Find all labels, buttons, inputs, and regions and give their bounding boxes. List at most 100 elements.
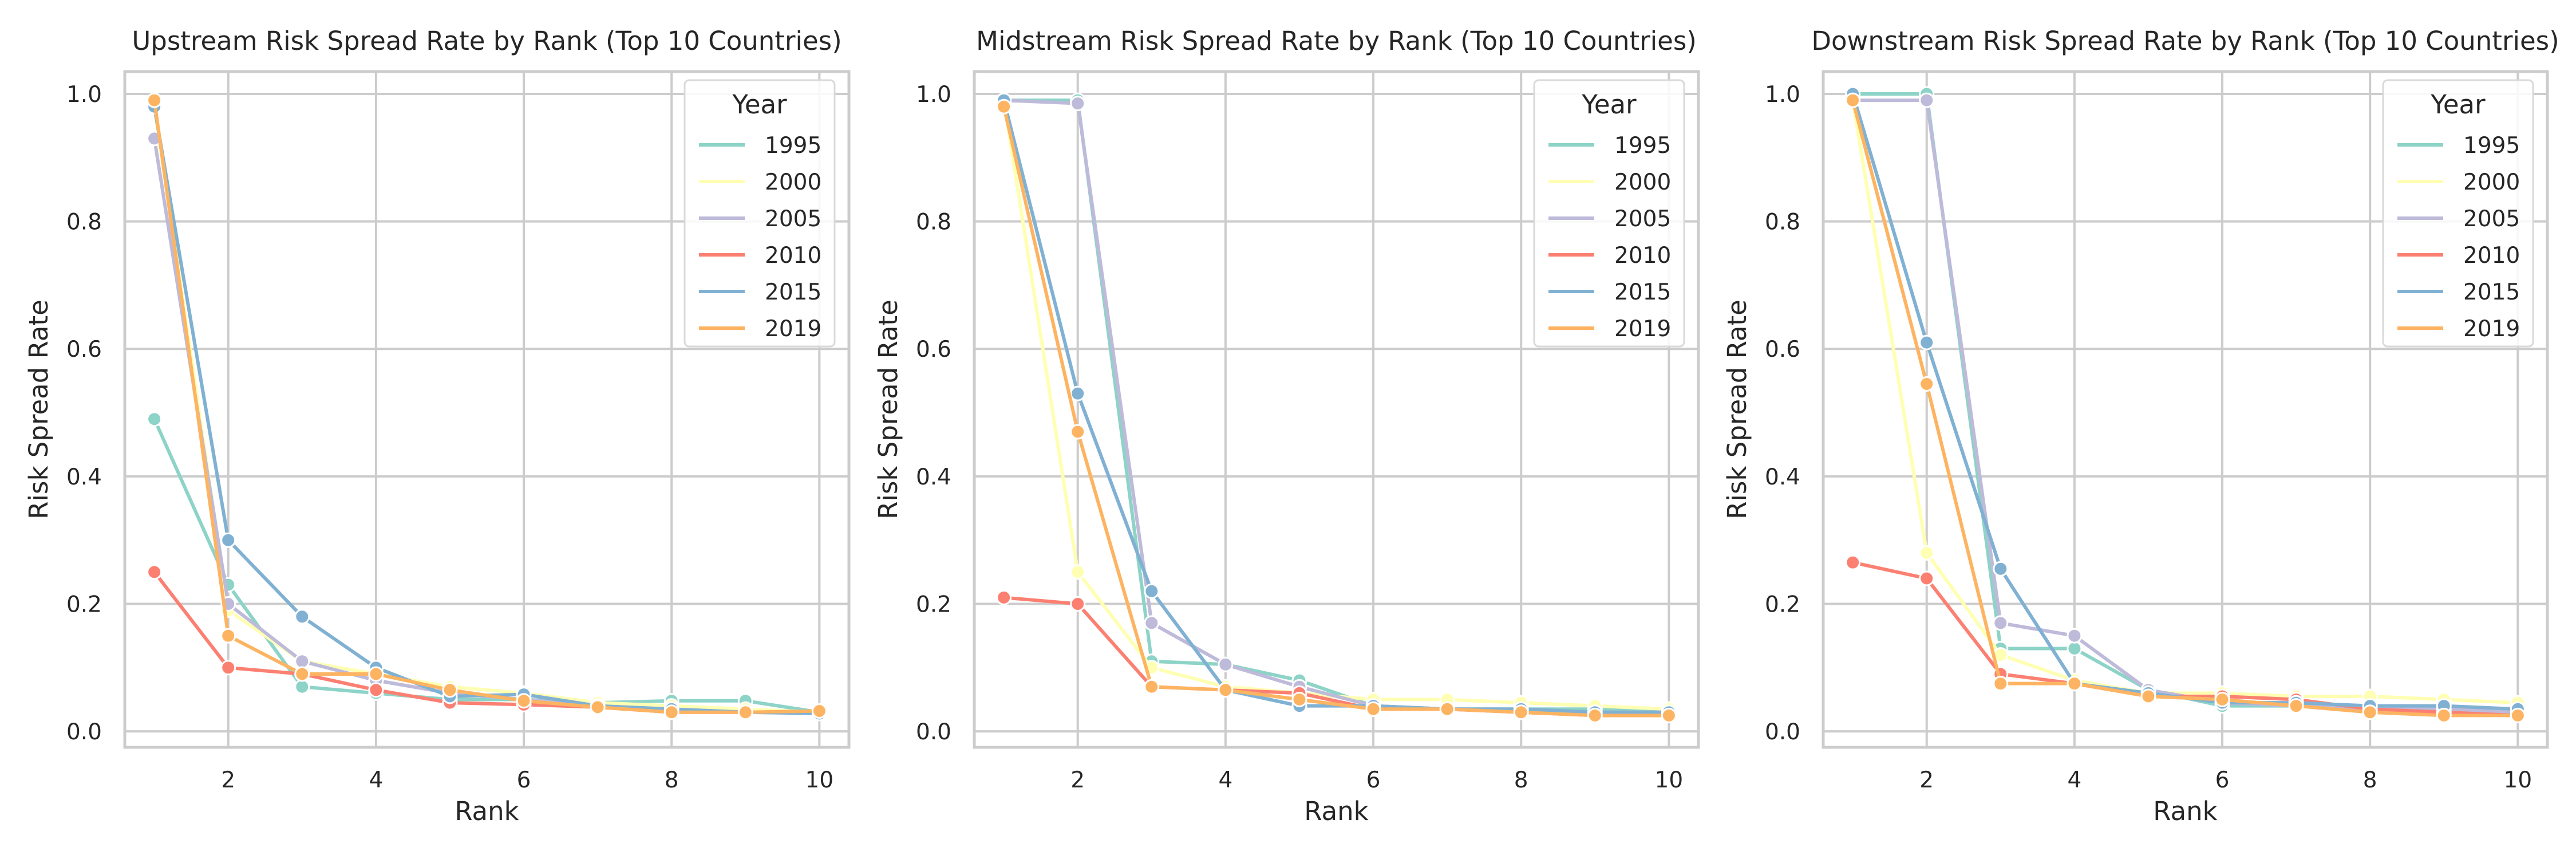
series-1995 — [147, 411, 827, 720]
data-point — [1070, 96, 1086, 112]
y-tick-label: 0.0 — [66, 719, 102, 745]
data-point — [1919, 334, 1935, 350]
data-point — [294, 653, 310, 669]
legend-title: Year — [2430, 89, 2486, 120]
data-point — [1070, 564, 1086, 580]
data-point — [1661, 707, 1677, 723]
data-point — [294, 666, 310, 682]
data-point — [1993, 561, 2009, 577]
legend-box — [1533, 79, 1685, 348]
y-tick-label: 0.8 — [66, 210, 102, 235]
data-point — [1919, 545, 1935, 561]
data-point — [1070, 596, 1086, 612]
x-tick-label: 10 — [805, 767, 834, 793]
y-tick-label: 0.0 — [916, 719, 951, 745]
data-point — [516, 693, 532, 709]
data-point — [1439, 701, 1455, 717]
data-point — [294, 679, 310, 695]
data-point — [1919, 376, 1935, 392]
data-point — [220, 628, 236, 644]
data-point — [294, 609, 310, 625]
y-tick-label: 0.8 — [1765, 210, 1800, 235]
legend: Year 1995 2000 2005 2010 2015 2019 — [1533, 79, 1685, 348]
legend-label: 2019 — [765, 316, 821, 342]
data-point — [1513, 704, 1529, 720]
data-point — [2214, 692, 2230, 708]
data-point — [1144, 583, 1160, 599]
data-point — [1218, 656, 1234, 672]
data-point — [220, 532, 236, 548]
x-tick-label: 2 — [1070, 767, 1085, 793]
tick-labels: 2 4 6 8 10 0.0 0.2 0.4 0.6 0.8 1.0 — [66, 82, 833, 793]
series-2019 — [996, 98, 1677, 723]
legend-label: 2005 — [2463, 206, 2520, 232]
data-point — [368, 682, 384, 698]
data-point — [1218, 682, 1234, 698]
x-tick-label: 6 — [2215, 767, 2230, 793]
data-point — [2067, 676, 2083, 692]
data-point — [996, 98, 1012, 115]
series-lines — [996, 92, 1677, 723]
series-lines — [1845, 86, 2526, 723]
data-point — [2510, 707, 2526, 723]
y-tick-label: 0.4 — [66, 464, 102, 490]
legend-label: 2015 — [2463, 279, 2520, 305]
x-tick-label: 6 — [1366, 767, 1381, 793]
chart-title: Downstream Risk Spread Rate by Rank (Top… — [1811, 26, 2559, 56]
series-line — [1002, 106, 1669, 718]
data-point — [2140, 688, 2156, 704]
legend: Year 1995 2000 2005 2010 2015 2019 — [683, 79, 836, 348]
y-tick-label: 0.2 — [66, 592, 102, 618]
plot-frame — [123, 70, 851, 749]
data-point — [1993, 676, 2009, 692]
legend-label: 1995 — [765, 133, 821, 159]
legend-label: 2005 — [765, 206, 821, 232]
data-point — [1070, 385, 1086, 401]
y-tick-label: 0.8 — [916, 210, 951, 235]
x-tick-label: 8 — [1514, 767, 1528, 793]
data-point — [147, 411, 163, 427]
data-point — [1587, 707, 1603, 723]
data-point — [220, 660, 236, 676]
x-tick-label: 4 — [369, 767, 383, 793]
midstream-chart-panel: Midstream Risk Spread Rate by Rank (Top … — [873, 26, 1700, 826]
series-line — [152, 106, 820, 714]
x-tick-label: 2 — [221, 767, 235, 793]
legend: Year 1995 2000 2005 2010 2015 2019 — [2382, 79, 2534, 348]
x-tick-label: 6 — [517, 767, 531, 793]
data-point — [2288, 698, 2304, 714]
data-point — [1993, 615, 2009, 631]
y-axis-label: Risk Spread Rate — [873, 300, 903, 519]
data-point — [2362, 704, 2378, 720]
legend-label: 2010 — [1614, 243, 1671, 269]
legend-label: 2015 — [1614, 279, 1671, 305]
y-tick-label: 0.4 — [1765, 464, 1800, 490]
data-point — [1365, 701, 1381, 717]
y-tick-label: 0.6 — [66, 337, 102, 362]
data-point — [1070, 424, 1086, 440]
tick-labels: 2 4 6 8 10 0.0 0.2 0.4 0.6 0.8 1.0 — [916, 82, 1683, 793]
legend-label: 2000 — [765, 170, 821, 195]
y-tick-label: 0.2 — [916, 592, 951, 618]
downstream-chart-panel: Downstream Risk Spread Rate by Rank (Top… — [1722, 26, 2559, 826]
x-tick-label: 10 — [1655, 767, 1684, 793]
y-tick-label: 1.0 — [916, 82, 951, 108]
legend-label: 2005 — [1614, 206, 1671, 232]
y-tick-label: 0.2 — [1765, 592, 1800, 618]
legend-label: 2010 — [765, 243, 821, 269]
series-line — [152, 100, 820, 714]
plot-frame — [973, 70, 1700, 749]
data-point — [590, 699, 606, 715]
tick-labels: 2 4 6 8 10 0.0 0.2 0.4 0.6 0.8 1.0 — [1765, 82, 2532, 793]
upstream-chart-panel: Upstream Risk Spread Rate by Rank (Top 1… — [23, 26, 851, 826]
legend-label: 1995 — [2463, 133, 2520, 159]
data-point — [1144, 615, 1160, 631]
series-2019 — [147, 92, 827, 720]
x-tick-label: 8 — [665, 767, 679, 793]
legend-box — [2382, 79, 2534, 348]
data-point — [1291, 692, 1307, 708]
data-point — [1919, 92, 1935, 108]
series-line — [1851, 100, 2518, 718]
series-line — [1851, 100, 2518, 705]
